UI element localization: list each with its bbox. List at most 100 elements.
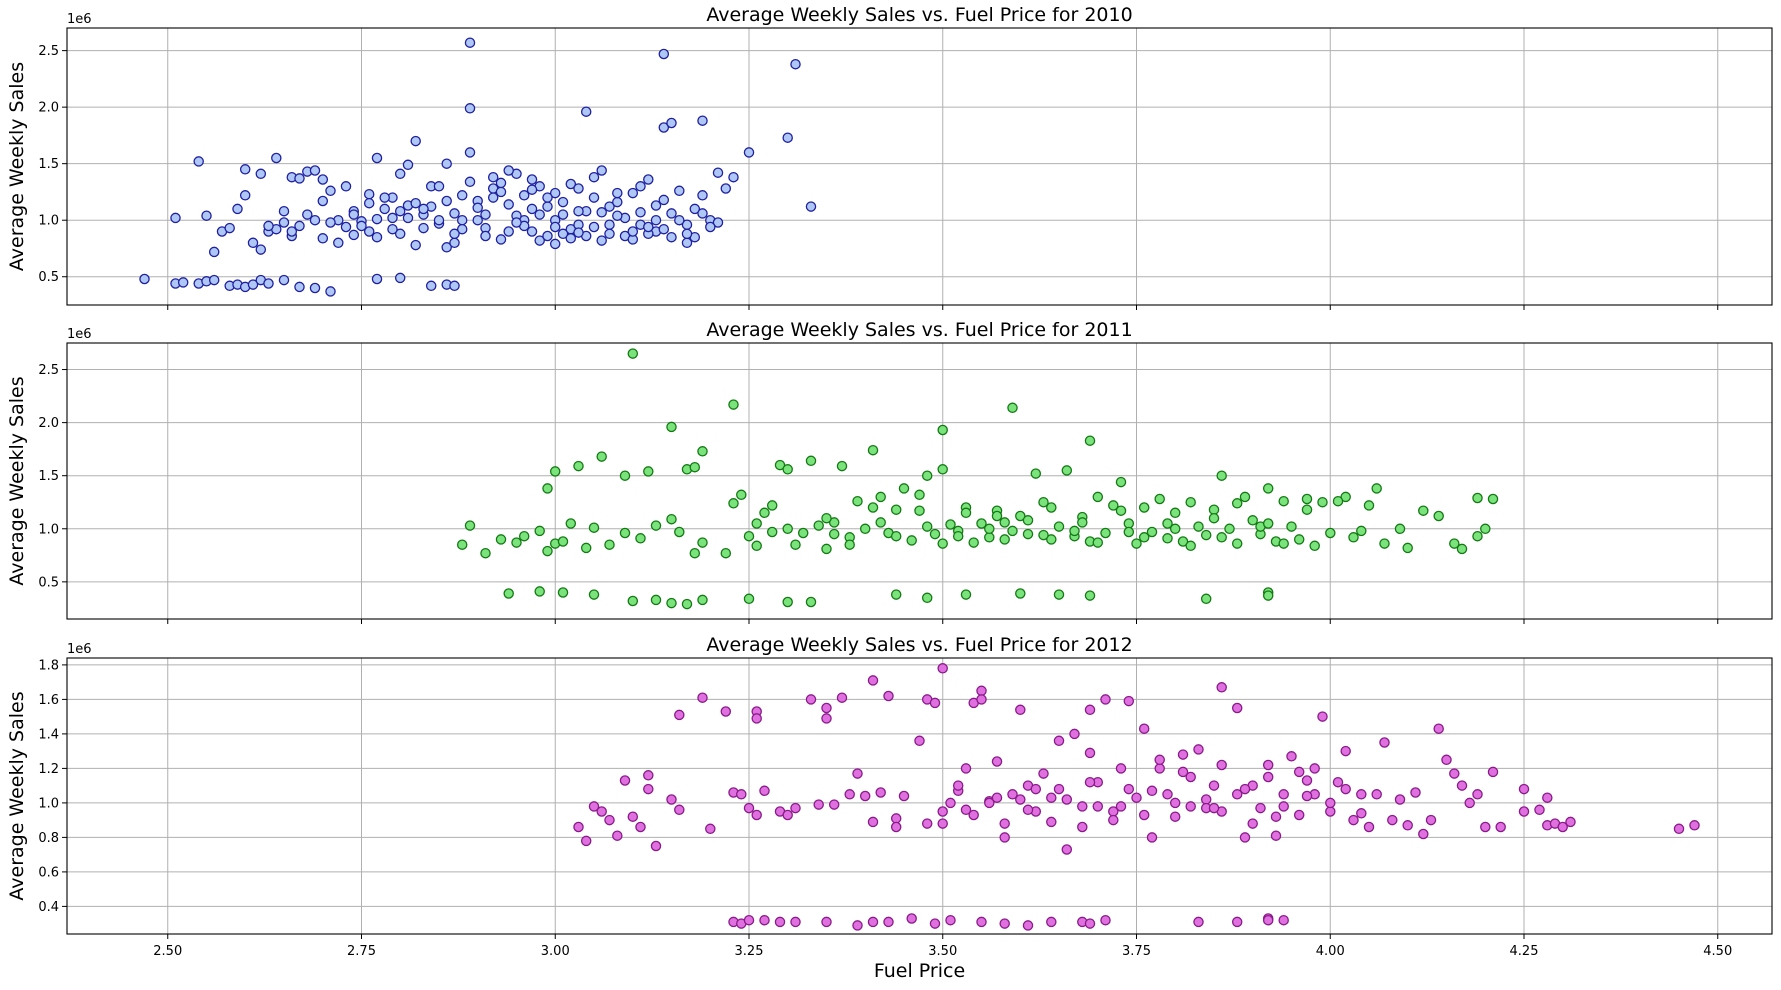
scatter-point [921,521,933,532]
scatter-point [666,421,677,433]
scatter-point [224,222,235,234]
scatter-point [1542,792,1553,803]
panel-title: Average Weekly Sales vs. Fuel Price for … [706,4,1132,26]
scatter-point [1138,532,1150,543]
scatter-point [309,282,321,294]
scatter-point [1301,790,1313,802]
scatter-point [697,115,708,126]
scatter-point [782,132,793,143]
scatter-point [960,589,972,600]
scatter-point [1146,832,1158,843]
scatter-point [526,174,538,185]
y-tick-label: 2.0 [38,101,59,116]
scatter-point [1425,814,1437,826]
scatter-point [239,164,251,175]
scatter-point [1200,529,1212,541]
scatter-point [208,274,220,286]
scatter-point [1340,745,1351,757]
scatter-point [1061,465,1073,476]
scatter-point [449,208,460,219]
scatter-point [914,489,925,501]
scatter-point [1262,759,1274,771]
scatter-point [890,821,902,833]
y-tick-label: 1.5 [38,157,59,172]
scatter-point [1363,821,1375,833]
scatter-point [247,279,259,290]
y-tick-label: 2.0 [38,416,59,431]
scatter-point [743,593,755,605]
scatter-point [797,527,809,539]
scatter-point [1154,493,1165,505]
scatter-point [1138,723,1150,734]
scatter-point [728,399,739,410]
scatter-point [1348,532,1359,543]
scatter-point [743,914,755,926]
scatter-point [929,918,941,929]
scatter-point [890,589,902,600]
scatter-point [139,273,150,285]
scatter-point [1069,728,1080,740]
scatter-point [495,177,507,189]
scatter-point [890,504,902,515]
scatter-point [828,528,840,540]
scatter-point [1270,830,1282,841]
y-tick-label: 0.4 [38,900,59,915]
scatter-point [588,171,600,183]
scatter-point [1518,783,1530,795]
x-tick-label: 4.25 [1510,944,1539,959]
scatter-point [511,217,522,228]
scatter-point [1015,588,1026,599]
scatter-point [612,187,623,199]
scatter-point [1162,789,1173,800]
scatter-point [1030,468,1042,479]
scatter-point [666,794,677,805]
scatter-point [170,212,181,224]
scatter-point [340,221,352,233]
scatter-point [697,190,708,201]
scatter-point [1077,821,1088,833]
scatter-point [1092,491,1104,503]
scatter-point [472,202,483,214]
scatter-point [1262,914,1274,926]
scatter-point [596,451,607,462]
scatter-point [1325,797,1336,809]
scatter-point [1449,768,1460,779]
grid-lines [67,343,1772,619]
scatter-point [1239,783,1251,795]
scatter-point [627,187,639,199]
scatter-point [929,528,941,540]
scatter-point [356,220,367,232]
scatter-point [573,460,584,472]
scatter-point [573,205,584,217]
scatter-point [945,797,956,809]
scatter-point [790,58,801,70]
scatter-point [495,234,507,245]
scatter-point [1084,918,1096,929]
scatter-point [449,228,460,240]
scatter-point [937,424,948,436]
scatter-point [542,192,553,203]
scatter-point [263,220,274,232]
scatter-point [914,505,925,516]
scatter-points [456,348,1499,610]
scatter-point [1332,495,1344,507]
scatter-point [867,444,879,456]
scatter-point [557,587,569,598]
scatter-point [1053,589,1065,600]
scatter-point [371,152,383,164]
scatter-point [1115,763,1127,774]
scatter-point [1449,538,1460,549]
scatter-point [1487,766,1499,778]
scatter-point [549,466,561,477]
scatter-point [1286,521,1297,532]
scatter-point [650,214,662,226]
scatter-point [456,539,468,550]
scatter-point [302,209,313,220]
y-axis-label: Average Weekly Sales [6,62,28,271]
scatter-point [1410,787,1421,798]
scatter-point [960,804,972,816]
scatter-point [1208,780,1220,791]
x-tick-label: 2.75 [347,944,376,959]
scatter-point [697,594,708,606]
scatter-point [736,489,747,501]
